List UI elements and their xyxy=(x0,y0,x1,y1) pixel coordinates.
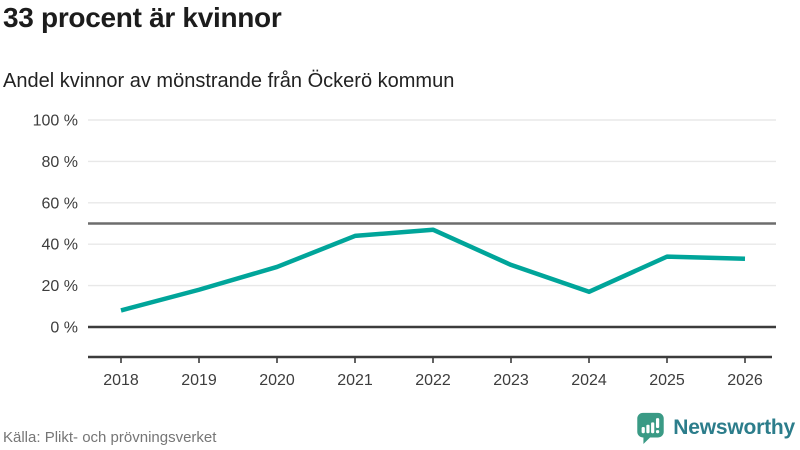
y-axis-label: 80 % xyxy=(42,154,78,171)
bar-chart-glyph xyxy=(641,418,660,434)
x-axis-label: 2023 xyxy=(493,372,529,389)
x-axis-label: 2026 xyxy=(727,372,763,389)
x-axis-label: 2025 xyxy=(649,372,685,389)
x-axis-label: 2018 xyxy=(103,372,139,389)
source-credit: Källa: Plikt- och prövningsverket xyxy=(3,429,217,446)
y-axis-label: 20 % xyxy=(42,278,78,295)
y-axis-label: 40 % xyxy=(42,237,78,254)
x-axis-label: 2020 xyxy=(259,372,295,389)
x-axis-label: 2022 xyxy=(415,372,451,389)
y-axis-label: 60 % xyxy=(42,195,78,212)
line-chart: 0 % 20 % 40 % 60 % 80 % 100 % 2018 2019 2020 2021… xyxy=(33,113,776,389)
x-axis-label: 2024 xyxy=(571,372,607,389)
y-axis-label: 0 % xyxy=(50,320,78,337)
speech-bubble-shape xyxy=(637,412,665,445)
x-axis-label: 2019 xyxy=(181,372,217,389)
newsworthy-logo-icon xyxy=(637,412,665,445)
newsworthy-logo: Newsworthy xyxy=(635,411,795,445)
data-line xyxy=(120,227,746,313)
page-title: 33 procent är kvinnor xyxy=(3,2,282,33)
newsworthy-wordmark: Newsworthy xyxy=(673,416,795,439)
y-axis-label: 100 % xyxy=(33,113,78,130)
x-axis-label: 2021 xyxy=(337,372,373,389)
chart-subtitle: Andel kvinnor av mönstrande från Öckerö … xyxy=(3,70,455,92)
